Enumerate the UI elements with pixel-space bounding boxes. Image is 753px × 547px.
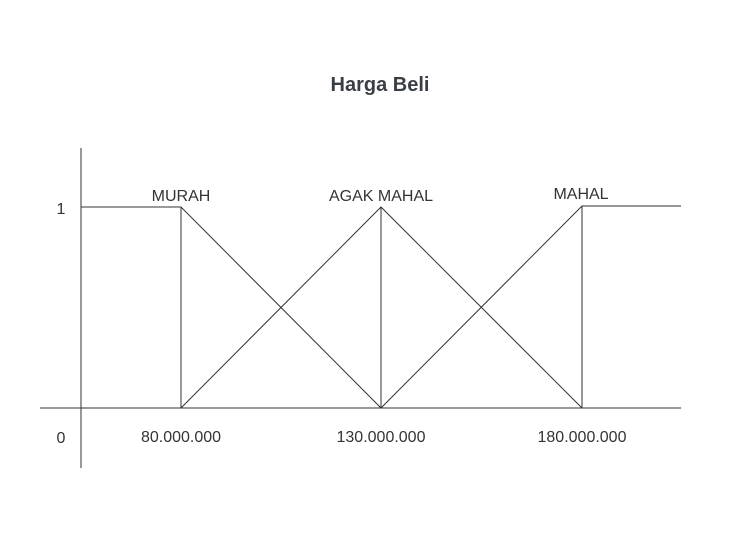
set-murah: MURAH (81, 188, 382, 409)
label-murah: MURAH (152, 188, 211, 205)
label-mahal: MAHAL (553, 186, 608, 203)
y-tick-one: 1 (57, 201, 66, 218)
murah-curve (81, 206, 382, 409)
x-tick-80m: 80.000.000 (141, 429, 221, 446)
diagram-title: Harga Beli (331, 74, 430, 96)
set-mahal: MAHAL (380, 186, 681, 409)
x-tick-130m: 130.000.000 (337, 429, 426, 446)
set-agak-mahal: AGAK MAHAL (180, 188, 583, 409)
mahal-curve (380, 205, 681, 409)
y-tick-zero: 0 (57, 430, 66, 447)
label-agak-mahal: AGAK MAHAL (329, 188, 433, 205)
x-tick-180m: 180.000.000 (538, 429, 627, 446)
